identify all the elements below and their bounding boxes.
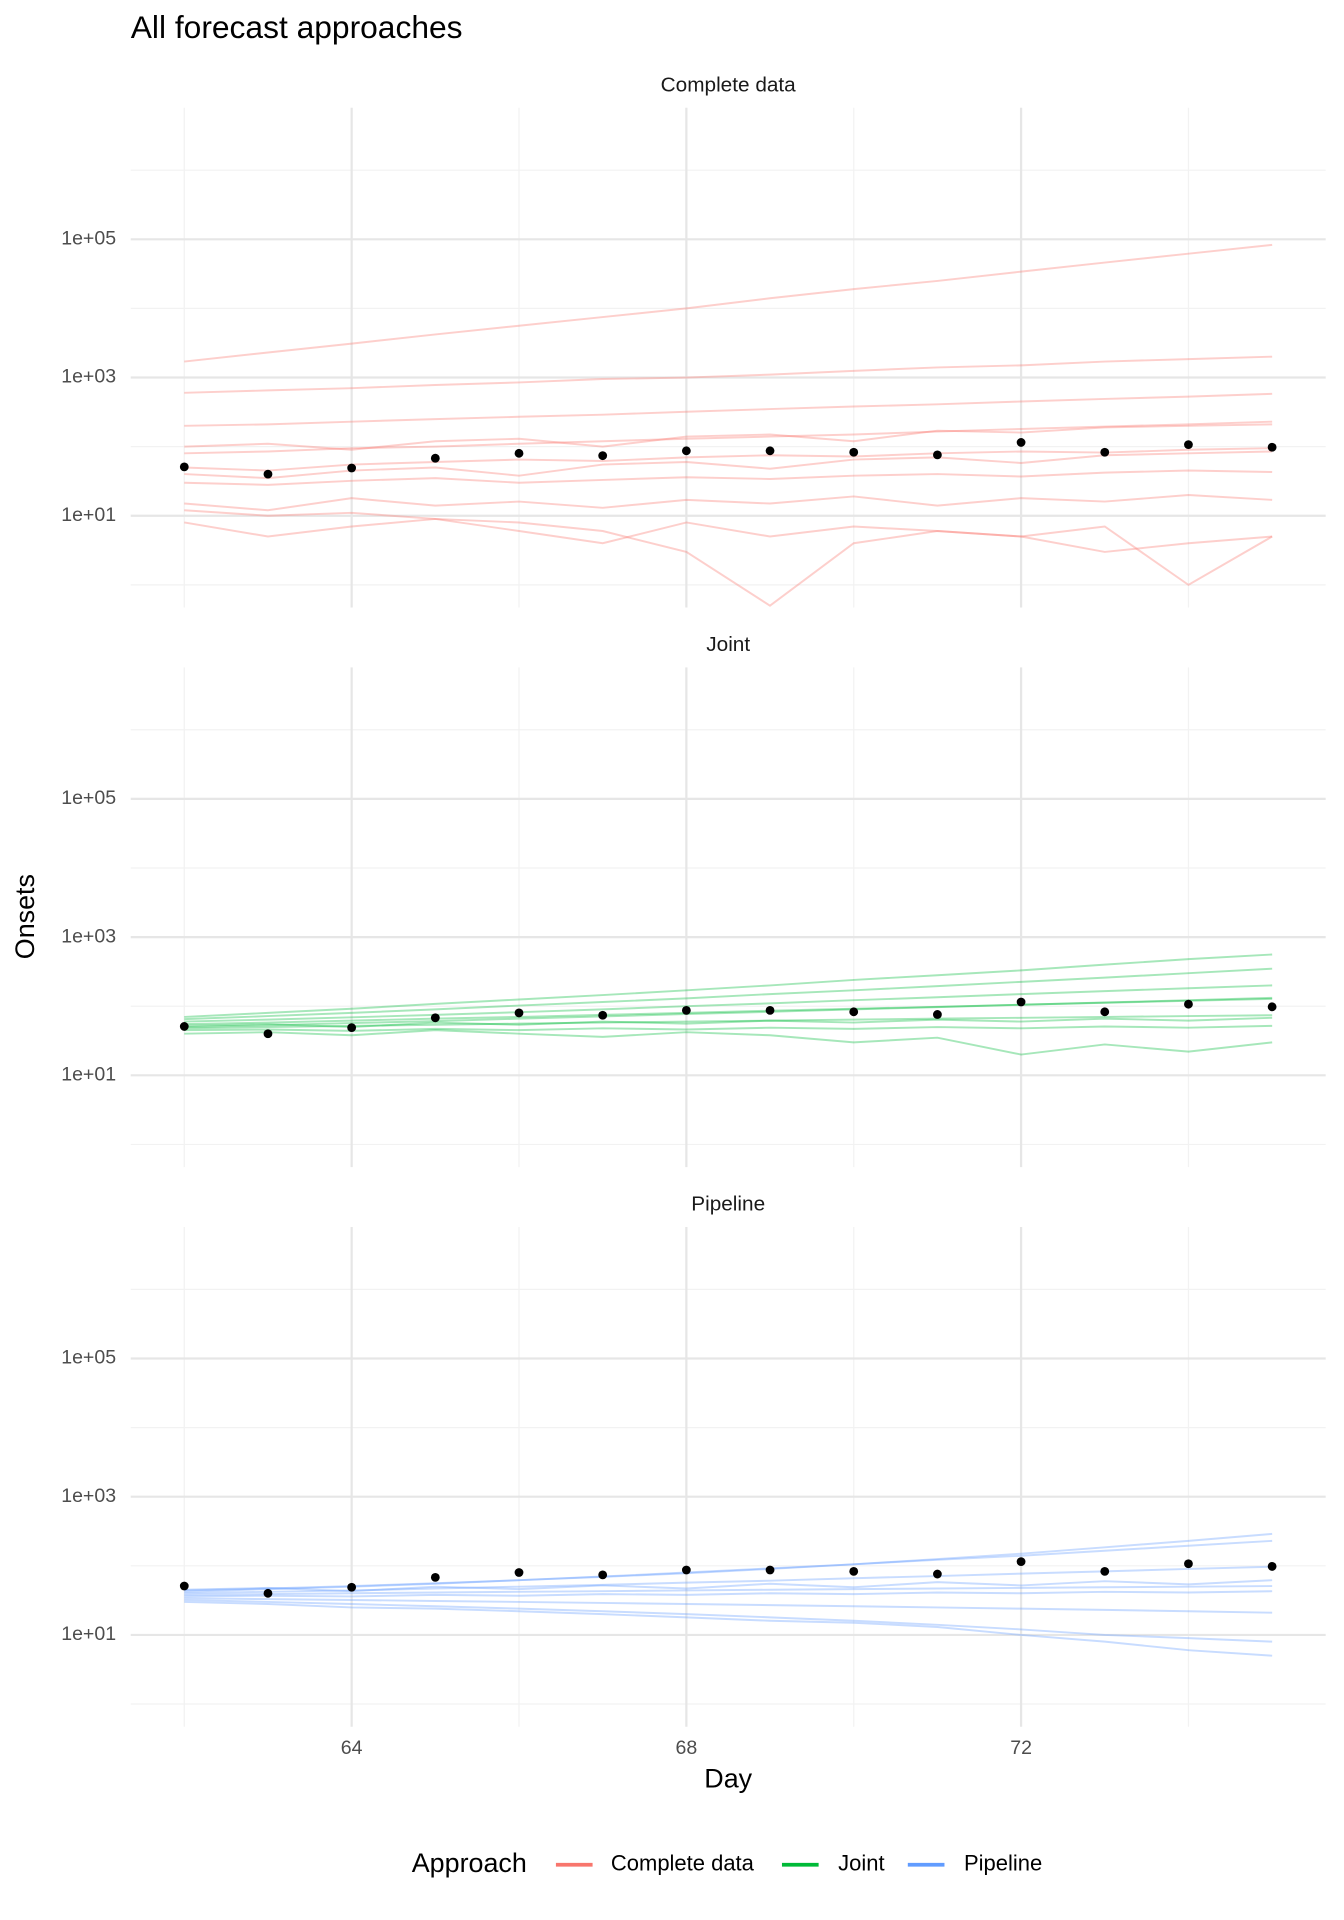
forecast-line — [184, 984, 1273, 1023]
observed-point — [1016, 997, 1026, 1007]
y-tick-label: 1e+01 — [61, 504, 116, 526]
y-tick-label: 1e+01 — [61, 1623, 116, 1645]
y-tick-label: 1e+01 — [61, 1063, 116, 1085]
forecast-line — [184, 392, 1273, 427]
legend-title: Approach — [412, 1848, 527, 1878]
forecast-line — [184, 509, 1273, 607]
observed-point — [681, 446, 691, 456]
y-axis-title: Onsets — [10, 874, 40, 959]
forecast-line — [184, 1532, 1273, 1592]
observed-point — [263, 469, 273, 479]
observed-point — [765, 1565, 775, 1575]
observed-point — [849, 1007, 859, 1017]
y-tick-label: 1e+03 — [61, 925, 116, 947]
y-tick-label: 1e+05 — [61, 227, 116, 249]
forecast-line — [184, 355, 1273, 394]
observed-point — [598, 1570, 608, 1580]
observed-point — [1100, 1007, 1110, 1017]
observed-point — [430, 453, 440, 463]
forecast-line — [184, 1014, 1273, 1030]
forecast-line — [184, 1590, 1273, 1598]
x-axis-title: Day — [704, 1764, 752, 1794]
observed-point — [598, 451, 608, 461]
observed-point — [1184, 999, 1193, 1009]
observed-point — [430, 1572, 440, 1582]
forecast-line — [184, 1597, 1273, 1614]
observed-point — [1184, 1559, 1193, 1569]
observed-point — [514, 448, 524, 458]
observed-point — [849, 447, 859, 457]
facet-title: Joint — [706, 633, 750, 656]
y-tick-label: 1e+03 — [61, 366, 116, 388]
observed-point — [263, 1029, 273, 1039]
forecast-line — [184, 953, 1273, 1018]
observed-point — [765, 1006, 775, 1015]
observed-point — [598, 1010, 608, 1020]
observed-point — [430, 1013, 440, 1023]
x-tick-label: 72 — [1010, 1737, 1032, 1759]
observed-point — [179, 462, 189, 472]
forecast-line — [184, 1539, 1273, 1593]
forecast-line — [184, 517, 1273, 553]
observed-point — [1100, 447, 1110, 457]
legend-label: Joint — [838, 1851, 884, 1876]
facet-title: Complete data — [661, 73, 797, 96]
observed-point — [933, 450, 942, 460]
y-tick-label: 1e+05 — [61, 787, 116, 809]
forecast-line — [184, 1585, 1273, 1596]
observed-point — [1267, 1562, 1277, 1571]
forecast-line — [184, 1024, 1273, 1032]
forecast-line — [184, 1016, 1273, 1029]
x-tick-label: 64 — [341, 1737, 363, 1759]
observed-point — [681, 1565, 691, 1575]
observed-point — [347, 1023, 357, 1033]
observed-point — [347, 1582, 357, 1592]
forecast-line — [184, 1029, 1273, 1056]
forecast-line — [184, 450, 1273, 480]
forecast-line — [184, 420, 1273, 455]
forecast-line — [184, 469, 1273, 486]
observed-point — [1267, 442, 1277, 452]
forecast-line — [184, 493, 1273, 512]
observed-point — [1016, 438, 1026, 447]
observed-point — [1184, 440, 1193, 449]
y-tick-label: 1e+03 — [61, 1485, 116, 1507]
legend-label: Complete data — [611, 1851, 755, 1876]
observed-point — [263, 1588, 273, 1598]
observed-point — [514, 1568, 524, 1577]
y-tick-label: 1e+05 — [61, 1347, 116, 1369]
observed-point — [1016, 1557, 1026, 1567]
forecast-line — [184, 997, 1273, 1026]
observed-point — [1267, 1002, 1277, 1012]
observed-point — [681, 1006, 691, 1015]
observed-point — [514, 1008, 524, 1018]
observed-point — [933, 1569, 942, 1579]
legend-label: Pipeline — [964, 1851, 1042, 1876]
observed-point — [1100, 1567, 1110, 1576]
forecast-line — [184, 1565, 1273, 1595]
chart-title: All forecast approaches — [131, 9, 463, 45]
forecast-line — [184, 447, 1273, 472]
observed-point — [849, 1567, 859, 1576]
forecast-line — [184, 967, 1273, 1021]
forecast-line — [184, 1599, 1273, 1643]
forecast-line — [184, 423, 1273, 451]
observed-point — [179, 1581, 189, 1591]
forecast-line — [184, 243, 1273, 363]
observed-point — [179, 1022, 189, 1031]
x-tick-label: 68 — [675, 1737, 697, 1759]
facet-title: Pipeline — [691, 1192, 765, 1215]
observed-point — [347, 463, 357, 473]
forecast-line — [184, 996, 1273, 1029]
forecast-line — [184, 1600, 1273, 1657]
forecast-line — [184, 1579, 1273, 1593]
observed-point — [765, 446, 775, 456]
observed-point — [933, 1010, 942, 1019]
